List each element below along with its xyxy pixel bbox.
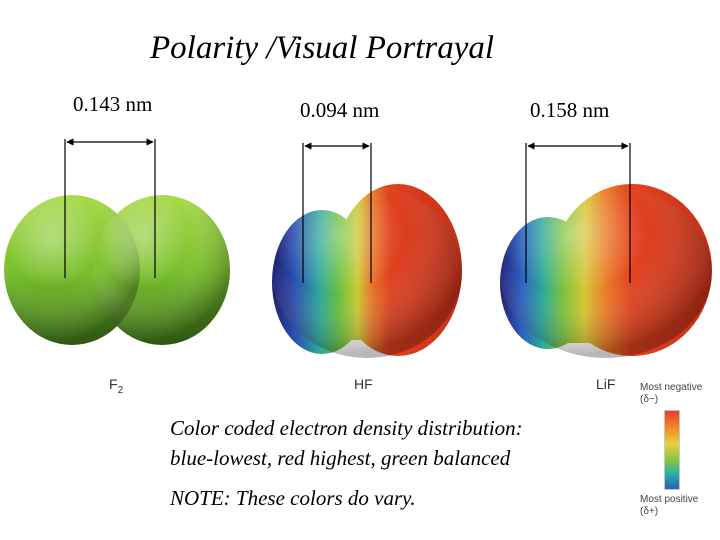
distance-marker-f2: [64, 138, 156, 278]
caption-line-2: blue-lowest, red highest, green balanced: [170, 446, 511, 470]
molecule-diagram: [4, 138, 712, 358]
caption-line-1: Color coded electron density distributio…: [170, 416, 523, 440]
bond-length-hf: 0.094 nm: [300, 98, 380, 122]
molecule-label-hf: HF: [354, 376, 373, 392]
distance-marker-lif: [525, 142, 631, 283]
molecule-label-f2: F2: [109, 376, 123, 396]
electron-density-color-scale: [664, 410, 680, 490]
caption: Color coded electron density distributio…: [170, 413, 600, 473]
f2-label-subscript: 2: [117, 384, 124, 396]
legend-negative-symbol: (δ−): [640, 394, 659, 405]
hf-molecule: [272, 184, 462, 358]
legend-most-positive-label: Most positive: [640, 494, 699, 505]
legend-bottom: Most positive (δ+): [640, 494, 698, 518]
legend-top: Most negative (δ−): [640, 382, 702, 406]
bond-length-f2: 0.143 nm: [73, 92, 153, 116]
slide-title: Polarity /Visual Portrayal: [150, 30, 495, 66]
molecule-label-lif: LiF: [596, 376, 616, 392]
lif-molecule: [500, 184, 712, 358]
legend-most-negative-label: Most negative: [640, 382, 703, 393]
distance-marker-hf: [302, 142, 372, 283]
note-text: NOTE: These colors do vary.: [170, 486, 416, 510]
legend-positive-symbol: (δ+): [640, 506, 659, 517]
bond-length-lif: 0.158 nm: [530, 98, 610, 122]
f2-label-text: F: [109, 376, 118, 392]
f2-molecule: [4, 195, 230, 345]
